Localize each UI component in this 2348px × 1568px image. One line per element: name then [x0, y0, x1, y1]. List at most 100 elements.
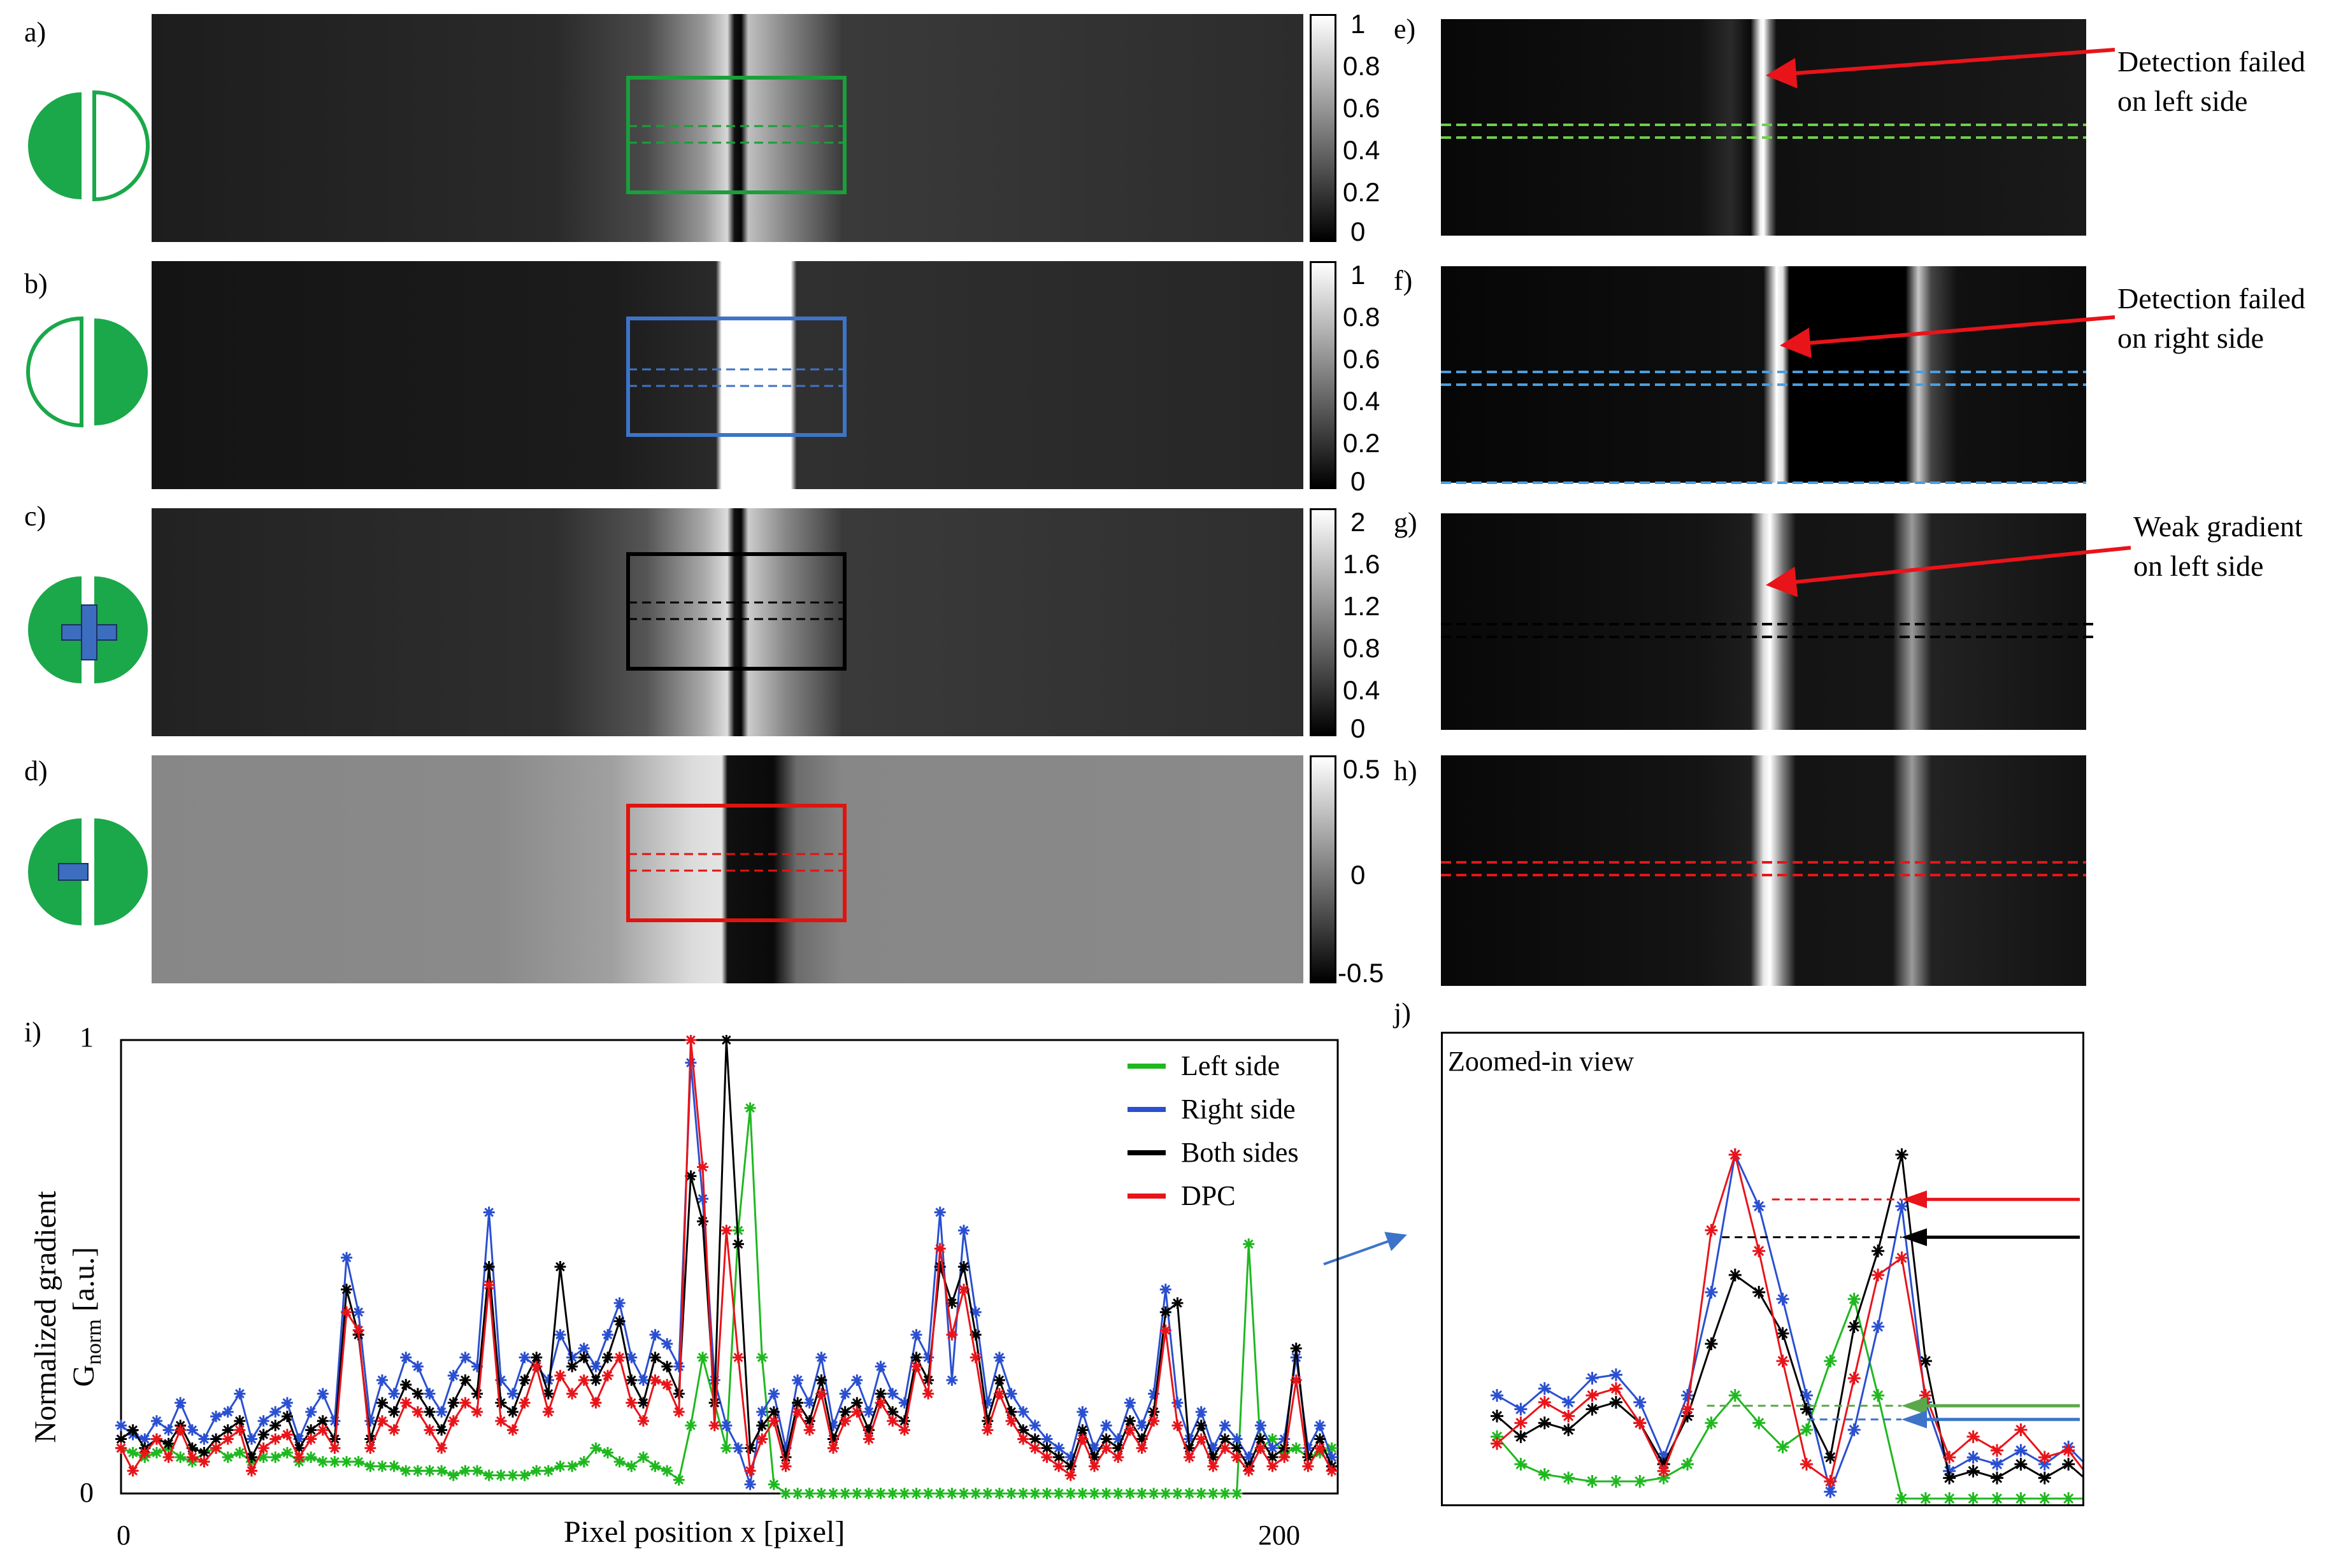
data-point: [1124, 1397, 1136, 1409]
data-point: [839, 1488, 851, 1499]
data-point: [1017, 1406, 1029, 1418]
data-point: [554, 1369, 566, 1381]
data-point: [1148, 1488, 1160, 1499]
right-half-illumination-icon: [26, 316, 148, 428]
data-point: [875, 1397, 887, 1409]
data-point: [198, 1456, 210, 1468]
legend-swatch: [1127, 1107, 1166, 1112]
data-point: [792, 1488, 804, 1499]
data-point: [1681, 1402, 1694, 1416]
data-point: [1207, 1488, 1219, 1499]
legend-swatch: [1127, 1150, 1166, 1155]
data-point: [269, 1406, 282, 1418]
data-point: [887, 1415, 899, 1427]
colorbar-b-tick: 1: [1350, 260, 1366, 290]
data-point: [364, 1442, 376, 1454]
data-point: [1776, 1441, 1789, 1453]
data-point: [1824, 1451, 1837, 1464]
data-point: [1326, 1465, 1338, 1477]
data-point: [1919, 1492, 1932, 1504]
data-point: [1800, 1458, 1813, 1471]
data-point: [613, 1351, 626, 1364]
data-point: [626, 1460, 638, 1472]
data-point: [519, 1374, 531, 1386]
data-point: [1872, 1320, 1885, 1333]
data-point: [661, 1465, 673, 1477]
data-point: [400, 1397, 412, 1409]
data-point: [649, 1351, 661, 1364]
data-point: [245, 1465, 257, 1477]
data-point: [352, 1456, 364, 1468]
data-point: [756, 1433, 768, 1445]
data-point: [851, 1374, 863, 1386]
data-point: [1991, 1492, 2003, 1504]
data-point: [1077, 1433, 1089, 1445]
data-point: [1243, 1238, 1255, 1250]
data-point: [1302, 1451, 1314, 1464]
data-point: [1681, 1458, 1694, 1471]
data-point: [1657, 1464, 1670, 1478]
data-point: [1029, 1420, 1041, 1432]
data-point: [1562, 1409, 1575, 1423]
data-point: [554, 1261, 566, 1272]
data-point: [1029, 1433, 1041, 1445]
data-point: [1705, 1223, 1718, 1237]
annotation-f-line2: on right side: [2117, 322, 2264, 354]
data-point: [946, 1297, 958, 1309]
data-point: [542, 1406, 554, 1418]
plot-i-legend: Left side Right side Both sides DPC: [1127, 1044, 1299, 1218]
legend-item-right: Right side: [1127, 1088, 1299, 1131]
data-point: [982, 1488, 994, 1499]
colorbar-a-tick: 1: [1350, 9, 1366, 39]
data-point: [1872, 1269, 1885, 1281]
data-point: [1847, 1372, 1861, 1385]
data-point: [697, 1193, 709, 1205]
series-line: [1496, 1151, 2082, 1483]
data-point: [1053, 1451, 1065, 1464]
image-a-left-side: [152, 14, 1303, 242]
data-point: [661, 1360, 673, 1372]
colorbar-b-tick: 0.8: [1343, 302, 1380, 332]
data-point: [685, 1420, 697, 1432]
data-point: [708, 1420, 720, 1432]
panel-label-h: h): [1394, 755, 1417, 787]
data-point: [162, 1451, 175, 1464]
data-point: [851, 1406, 863, 1418]
data-point: [352, 1306, 364, 1318]
data-point: [459, 1374, 471, 1386]
data-point: [198, 1446, 210, 1458]
data-point: [958, 1283, 970, 1295]
data-point: [1254, 1420, 1266, 1432]
data-point: [578, 1351, 590, 1364]
data-point: [186, 1424, 198, 1436]
data-point: [459, 1397, 471, 1409]
data-point: [1562, 1423, 1575, 1436]
data-point: [1100, 1488, 1112, 1499]
data-point: [281, 1429, 293, 1441]
data-point: [934, 1206, 946, 1218]
data-point: [388, 1424, 400, 1436]
data-point: [756, 1420, 768, 1432]
colorbar-c-tick: 1.2: [1343, 591, 1380, 621]
data-point: [613, 1297, 626, 1309]
plot-i-ylabel: Normalized gradient Gnorm [a.u.]: [13, 1127, 108, 1458]
data-point: [1136, 1442, 1148, 1454]
data-point: [388, 1388, 400, 1400]
data-point: [697, 1215, 709, 1227]
data-point: [150, 1446, 162, 1458]
plot-j-svg: [1491, 1148, 2082, 1504]
data-point: [305, 1451, 317, 1464]
data-point: [1100, 1420, 1112, 1432]
data-point: [720, 1225, 733, 1237]
data-point: [471, 1465, 483, 1477]
data-point: [732, 1442, 744, 1454]
image-h-gradient-dpc: [1441, 755, 2086, 986]
legend-item-dpc: DPC: [1127, 1174, 1299, 1218]
data-point: [115, 1420, 127, 1432]
data-point: [1005, 1488, 1017, 1499]
data-point: [792, 1374, 804, 1386]
data-point: [1207, 1460, 1219, 1472]
series-dpc: [115, 1035, 1338, 1481]
data-point: [1219, 1442, 1231, 1454]
panel-label-j: j): [1394, 997, 1411, 1029]
